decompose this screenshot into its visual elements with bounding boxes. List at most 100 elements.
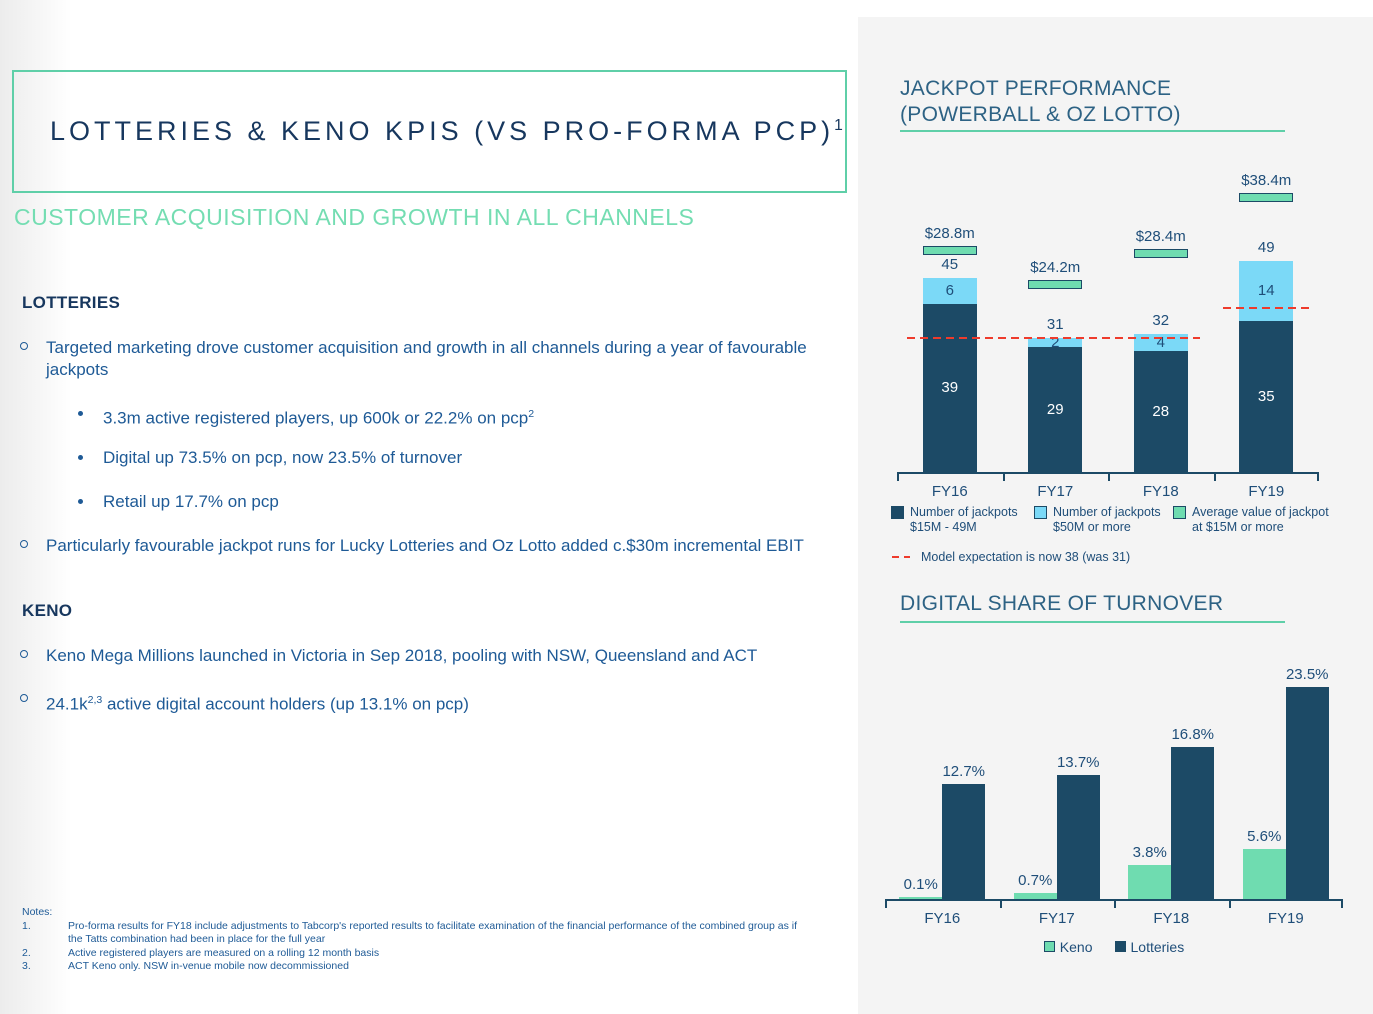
slide-title-box: LOTTERIES & KENO KPIS (VS PRO-FORMA PCP)… bbox=[12, 70, 847, 193]
bullet-keno-mega-millions: Keno Mega Millions launched in Victoria … bbox=[20, 645, 821, 667]
bar-total-label: 45 bbox=[941, 256, 959, 274]
bar-total-label: 32 bbox=[1152, 312, 1170, 330]
legend-jackpots-15m-49m: Number of jackpots $15M - 49M bbox=[891, 505, 1018, 535]
navy-swatch-icon bbox=[1114, 941, 1126, 952]
bullet-active-players: 3.3m active registered players, up 600k … bbox=[78, 403, 534, 430]
keno-value-label: 3.8% bbox=[1132, 843, 1167, 861]
dot-bullet-icon bbox=[78, 411, 83, 416]
bullet-jackpot-runs: Particularly favourable jackpot runs for… bbox=[20, 535, 821, 557]
bar-segment-jackpots-15m-49m: 28 bbox=[1133, 351, 1188, 472]
model-expectation-line-now bbox=[1223, 307, 1310, 310]
keno-value-label: 0.7% bbox=[1018, 871, 1053, 889]
bullet-text: 3.3m active registered players, up 600k … bbox=[103, 408, 535, 428]
bar-total-label: 49 bbox=[1257, 238, 1275, 256]
bullet-text: Targeted marketing drove customer acquis… bbox=[46, 338, 807, 379]
legend-jackpots-50m-plus: Number of jackpots $50M or more bbox=[1034, 505, 1161, 535]
legend-lotteries: Lotteries bbox=[1114, 939, 1184, 955]
bullet-text: 24.1k2,3 active digital account holders … bbox=[46, 694, 469, 714]
lotteries-bar bbox=[1056, 775, 1100, 899]
x-axis-tick bbox=[1108, 474, 1110, 481]
keno-value-label: 5.6% bbox=[1247, 827, 1282, 845]
average-jackpot-value-label: $38.4m bbox=[1241, 172, 1292, 189]
note-1: 1. Pro-forma results for FY18 include ad… bbox=[22, 919, 798, 946]
lotteries-value-label: 12.7% bbox=[942, 763, 986, 781]
bar-segment-jackpots-50m-plus: 6 bbox=[922, 278, 977, 304]
x-axis-tick bbox=[1317, 474, 1319, 481]
keno-bar bbox=[1013, 892, 1057, 899]
lotteries-bar bbox=[1285, 687, 1329, 899]
bar-total-label: 31 bbox=[1046, 316, 1064, 334]
x-axis-tick bbox=[1002, 474, 1005, 481]
average-jackpot-value-marker bbox=[1028, 280, 1083, 290]
digital-share-chart-title: DIGITAL SHARE OF TURNOVER bbox=[900, 592, 1224, 615]
bar-segment-jackpots-15m-49m: 35 bbox=[1239, 321, 1294, 472]
slide-subtitle: CUSTOMER ACQUISITION AND GROWTH IN ALL C… bbox=[14, 204, 695, 230]
bullet-text: Particularly favourable jackpot runs for… bbox=[46, 536, 804, 555]
x-axis-category-label: FY18 bbox=[1153, 910, 1190, 927]
lotteries-value-label: 16.8% bbox=[1171, 726, 1215, 744]
average-jackpot-value-label: $28.8m bbox=[924, 224, 975, 242]
keno-bar bbox=[899, 897, 943, 899]
x-axis-tick bbox=[1341, 901, 1343, 908]
x-axis-tick bbox=[897, 474, 899, 481]
lotteries-value-label: 13.7% bbox=[1056, 754, 1100, 772]
notes-title: Notes: bbox=[22, 906, 53, 918]
x-axis-tick bbox=[885, 901, 887, 908]
x-axis-category-label: FY17 bbox=[1037, 483, 1074, 500]
keno-bar bbox=[1242, 848, 1286, 899]
circle-bullet-icon bbox=[20, 694, 28, 702]
slide-title: LOTTERIES & KENO KPIS (VS PRO-FORMA PCP)… bbox=[50, 116, 844, 147]
circle-bullet-icon bbox=[20, 342, 28, 350]
average-jackpot-value-marker bbox=[922, 245, 977, 255]
footnote-ref: 2,3 bbox=[87, 694, 103, 706]
slide-title-text: LOTTERIES & KENO KPIS (VS PRO-FORMA PCP) bbox=[50, 116, 835, 146]
dot-bullet-icon bbox=[78, 499, 83, 504]
green-swatch-icon bbox=[1173, 506, 1186, 519]
circle-bullet-icon bbox=[20, 650, 28, 658]
jackpot-performance-chart: 39 6 45 $28.8m FY16 29 2 31 $24.2m FY17 28 4 32 $28.4… bbox=[897, 172, 1319, 500]
bullet-retail-up: Retail up 17.7% on pcp bbox=[78, 491, 279, 513]
lotteries-value-label: 23.5% bbox=[1285, 666, 1329, 684]
jackpot-chart-title: JACKPOT PERFORMANCE (POWERBALL & OZ LOTT… bbox=[900, 77, 1181, 126]
light-blue-swatch-icon bbox=[1034, 506, 1047, 519]
green-swatch-icon bbox=[1043, 941, 1055, 952]
x-axis-tick bbox=[999, 901, 1002, 908]
lotteries-heading: LOTTERIES bbox=[22, 293, 121, 312]
x-axis-category-label: FY19 bbox=[1248, 483, 1285, 500]
bullet-text: Retail up 17.7% on pcp bbox=[103, 492, 279, 511]
keno-value-label: 0.1% bbox=[903, 876, 938, 893]
model-expectation-line-was bbox=[907, 337, 1200, 340]
keno-bar bbox=[1128, 864, 1172, 899]
average-jackpot-value-marker bbox=[1133, 248, 1188, 258]
dot-bullet-icon bbox=[78, 455, 83, 460]
lotteries-bar bbox=[942, 784, 986, 899]
x-axis-category-label: FY19 bbox=[1267, 910, 1304, 927]
digital-share-legend: Keno Lotteries bbox=[885, 939, 1343, 955]
lotteries-bar bbox=[1171, 747, 1215, 899]
keno-heading: KENO bbox=[22, 601, 73, 620]
title-underline bbox=[900, 621, 1285, 623]
footnote-ref: 2 bbox=[528, 408, 535, 420]
x-axis-category-label: FY18 bbox=[1142, 483, 1179, 500]
average-jackpot-value-label: $28.4m bbox=[1135, 227, 1186, 245]
legend-model-expectation: Model expectation is now 38 (was 31) bbox=[892, 550, 1130, 564]
bullet-digital-account-holders: 24.1k2,3 active digital account holders … bbox=[20, 689, 821, 716]
red-dash-icon bbox=[892, 556, 910, 558]
navy-swatch-icon bbox=[891, 506, 904, 519]
x-axis-category-label: FY17 bbox=[1038, 910, 1075, 927]
circle-bullet-icon bbox=[20, 540, 28, 548]
x-axis-category-label: FY16 bbox=[924, 910, 961, 927]
bar-segment-jackpots-15m-49m: 39 bbox=[922, 303, 977, 472]
bullet-digital-up: Digital up 73.5% on pcp, now 23.5% of tu… bbox=[78, 447, 462, 469]
average-jackpot-value-label: $24.2m bbox=[1030, 259, 1081, 277]
average-jackpot-value-marker bbox=[1239, 193, 1294, 202]
bullet-targeted-marketing: Targeted marketing drove customer acquis… bbox=[20, 337, 821, 381]
bar-segment-jackpots-15m-49m: 29 bbox=[1028, 347, 1083, 472]
bar-segment-jackpots-50m-plus: 2 bbox=[1028, 334, 1083, 351]
x-axis-tick bbox=[1228, 901, 1231, 908]
x-axis-tick bbox=[1213, 474, 1216, 481]
bullet-text: Keno Mega Millions launched in Victoria … bbox=[46, 646, 758, 665]
note-3: 3. ACT Keno only. NSW in-venue mobile no… bbox=[22, 960, 349, 972]
digital-share-chart: 0.1% 12.7% FY16 0.7% 13.7% FY17 3.8% 16.8% FY18 5… bbox=[885, 660, 1343, 927]
